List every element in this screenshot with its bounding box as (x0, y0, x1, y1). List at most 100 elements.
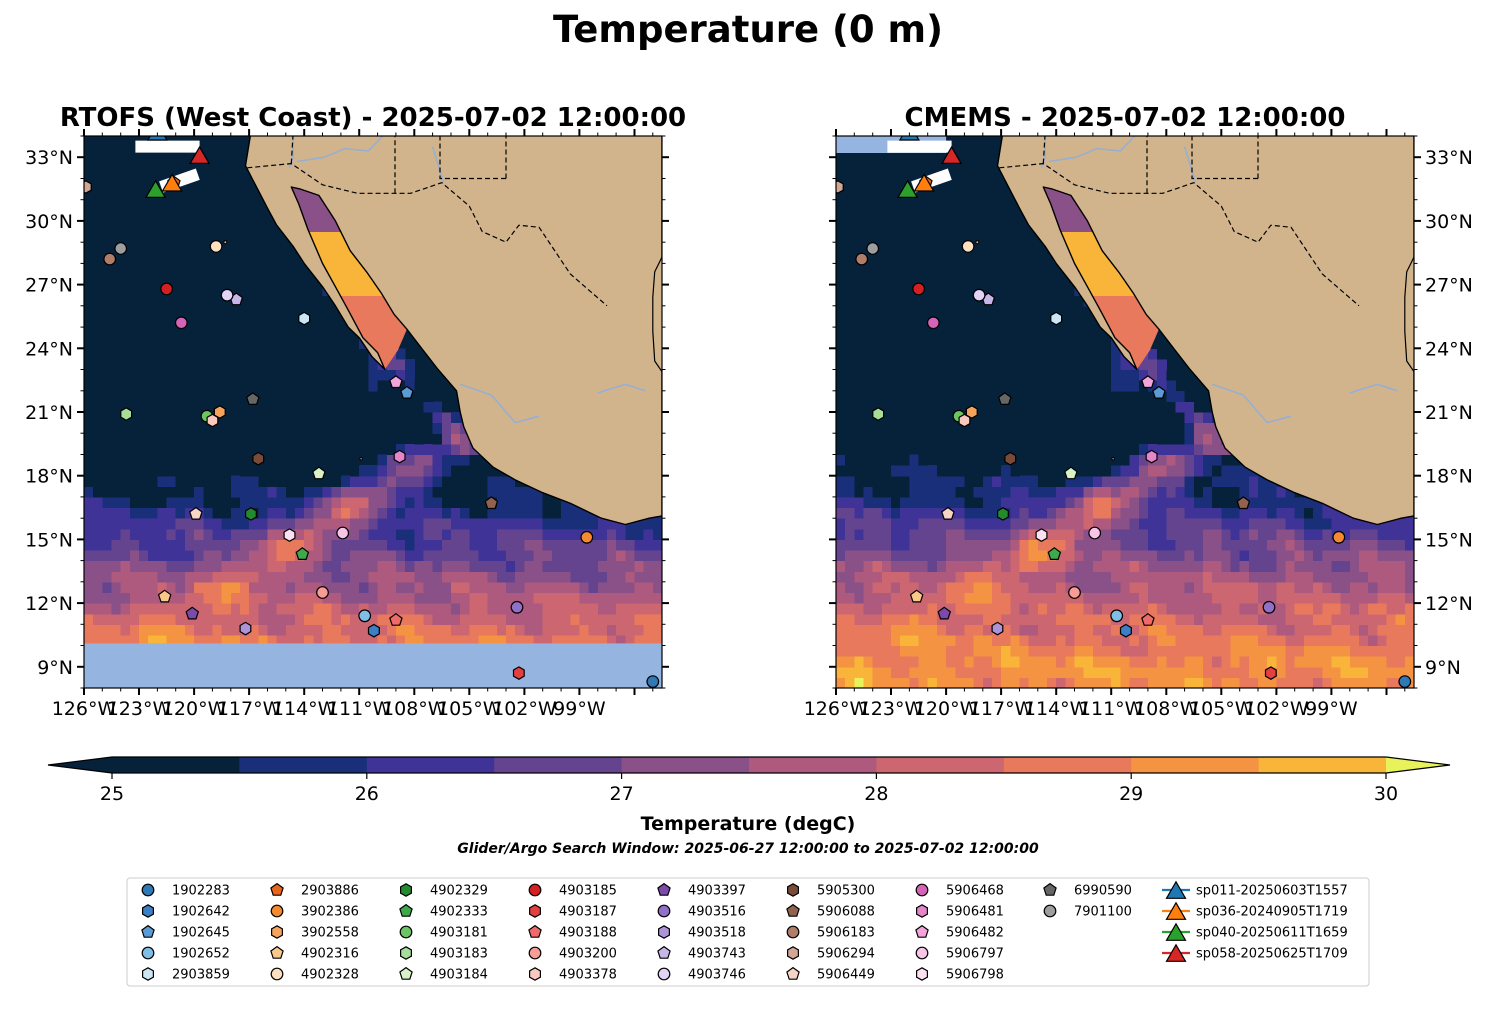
legend-label: 5906797 (946, 947, 1004, 962)
marker-5906482 (389, 375, 403, 389)
legend-marker-4902329 (400, 883, 412, 897)
colorbar-label: Temperature (degC) (641, 813, 856, 835)
legend-marker-1902645 (141, 924, 155, 938)
legend-label: sp036-20240905T1719 (1196, 905, 1348, 920)
legend-item: 1902645 (141, 924, 230, 941)
marker-sp058-20250625T1709 (189, 145, 211, 164)
marker-2903859 (1050, 311, 1063, 326)
lat-tick-label: 24°N (25, 338, 73, 360)
lat-tick-label: 27°N (1425, 275, 1473, 297)
figure-title: Temperature (0 m) (553, 8, 943, 51)
river (431, 146, 445, 183)
legend-marker-4903518 (657, 925, 671, 939)
colorbar-segment (239, 757, 368, 773)
legend-label: 4903185 (559, 884, 617, 899)
marker-4903378 (206, 413, 219, 428)
colorbar-segment (1131, 757, 1260, 773)
river (1040, 136, 1046, 169)
lat-tick-label: 33°N (25, 147, 73, 169)
colorbar-tick-label: 25 (100, 783, 124, 805)
legend-marker-5906481 (915, 904, 929, 918)
legend-item: 3902386 (270, 904, 359, 920)
legend-item: 4902316 (270, 945, 359, 962)
lon-tick-label: 108°W (1134, 698, 1199, 720)
legend-label: 4903183 (430, 947, 488, 962)
legend-label: 4903188 (559, 926, 617, 941)
marker-3902386 (1332, 530, 1346, 544)
marker-5906481 (393, 449, 406, 464)
marker-sp011-20250603T1557 (146, 136, 168, 141)
legend-label: sp058-20250625T1709 (1196, 947, 1348, 962)
legend-item: 6990590 (1043, 882, 1132, 899)
legend-marker-4902333 (399, 903, 413, 917)
marker-1902652 (1110, 609, 1124, 623)
legend-marker-4902316 (270, 945, 284, 959)
marker-4903200 (1068, 586, 1081, 599)
lat-tick-label: 24°N (1425, 338, 1473, 360)
far-east-coast (652, 256, 662, 373)
legend-marker-4903516 (657, 904, 671, 918)
marker-4903518 (991, 621, 1004, 636)
lon-tick-label: 105°W (437, 698, 502, 720)
border-line (439, 136, 506, 180)
marker-5906468 (174, 316, 188, 330)
marker-4903185 (912, 282, 925, 296)
lat-tick-label: 21°N (1425, 402, 1473, 424)
legend-label: 4903516 (688, 905, 746, 920)
panel-title-rtofs: RTOFS (West Coast) - 2025-07-02 12:00:00 (60, 103, 686, 133)
search-window-caption: Glider/Argo Search Window: 2025-06-27 12… (457, 841, 1039, 857)
legend-marker-sp058-20250625T1709 (1165, 943, 1187, 962)
legend-item: 5906088 (786, 903, 875, 920)
lon-tick-label: 102°W (492, 698, 557, 720)
marker-4902329 (996, 507, 1009, 521)
legend-item: sp036-20240905T1719 (1162, 901, 1348, 920)
marker-1902642 (1119, 623, 1132, 638)
legend-label: 4903200 (559, 947, 617, 962)
legend-label: 4902329 (430, 884, 488, 899)
marker-4902329 (245, 507, 257, 521)
colorbar-tick-label: 28 (864, 783, 888, 805)
lat-tick-label: 27°N (25, 275, 73, 297)
legend-marker-sp040-20250611T1659 (1165, 922, 1187, 941)
legend-label: 5906482 (946, 926, 1004, 941)
lat-tick-label: 30°N (1425, 211, 1473, 233)
colorbar-segment (366, 757, 495, 773)
marker-5906797 (1088, 526, 1102, 540)
island (975, 240, 980, 245)
legend-label: 4903397 (688, 884, 746, 899)
marker-1902645 (1152, 385, 1166, 399)
lat-tick-label: 9°N (37, 657, 73, 679)
legend-marker-5906088 (786, 903, 800, 917)
marker-4903746 (972, 288, 986, 302)
legend-marker-5905300 (786, 883, 800, 897)
legend-marker-1902283 (141, 883, 155, 897)
legend-label: 3902558 (301, 926, 359, 941)
marker-4903187 (512, 666, 525, 680)
legend-marker-5906798 (915, 967, 929, 981)
map-panel-rtofs: RTOFS (West Coast) - 2025-07-02 12:00:00… (25, 103, 686, 720)
legend-marker-1902652 (141, 946, 155, 960)
colorbar-tick-label: 27 (610, 783, 634, 805)
legend-marker-4903185 (528, 883, 542, 897)
legend-marker-sp011-20250603T1557 (1165, 880, 1187, 899)
colorbar-segment (749, 757, 877, 773)
legend-item: sp058-20250625T1709 (1162, 943, 1348, 962)
legend-item: 4903181 (399, 926, 488, 941)
marker-4903183 (120, 407, 133, 421)
legend-item: 4903185 (528, 883, 617, 899)
panel-title-cmems: CMEMS - 2025-07-02 12:00:00 (905, 103, 1346, 133)
map-panel-cmems: CMEMS - 2025-07-02 12:00:00 126°W123°W120… (804, 103, 1473, 720)
border-line (1042, 136, 1046, 164)
marker-5906183 (103, 252, 117, 266)
legend-label: 4902333 (430, 905, 488, 920)
lat-tick-label: 12°N (25, 593, 73, 615)
legend-item: 4903183 (400, 946, 488, 962)
lat-tick-label: 15°N (25, 529, 73, 551)
legend-item: 4903200 (528, 947, 617, 962)
marker-7901100 (114, 242, 128, 255)
legend-item: 5905300 (786, 883, 875, 899)
legend-marker-3902386 (270, 904, 284, 918)
marker-4902328 (961, 239, 975, 253)
axis-ticks (77, 129, 669, 695)
